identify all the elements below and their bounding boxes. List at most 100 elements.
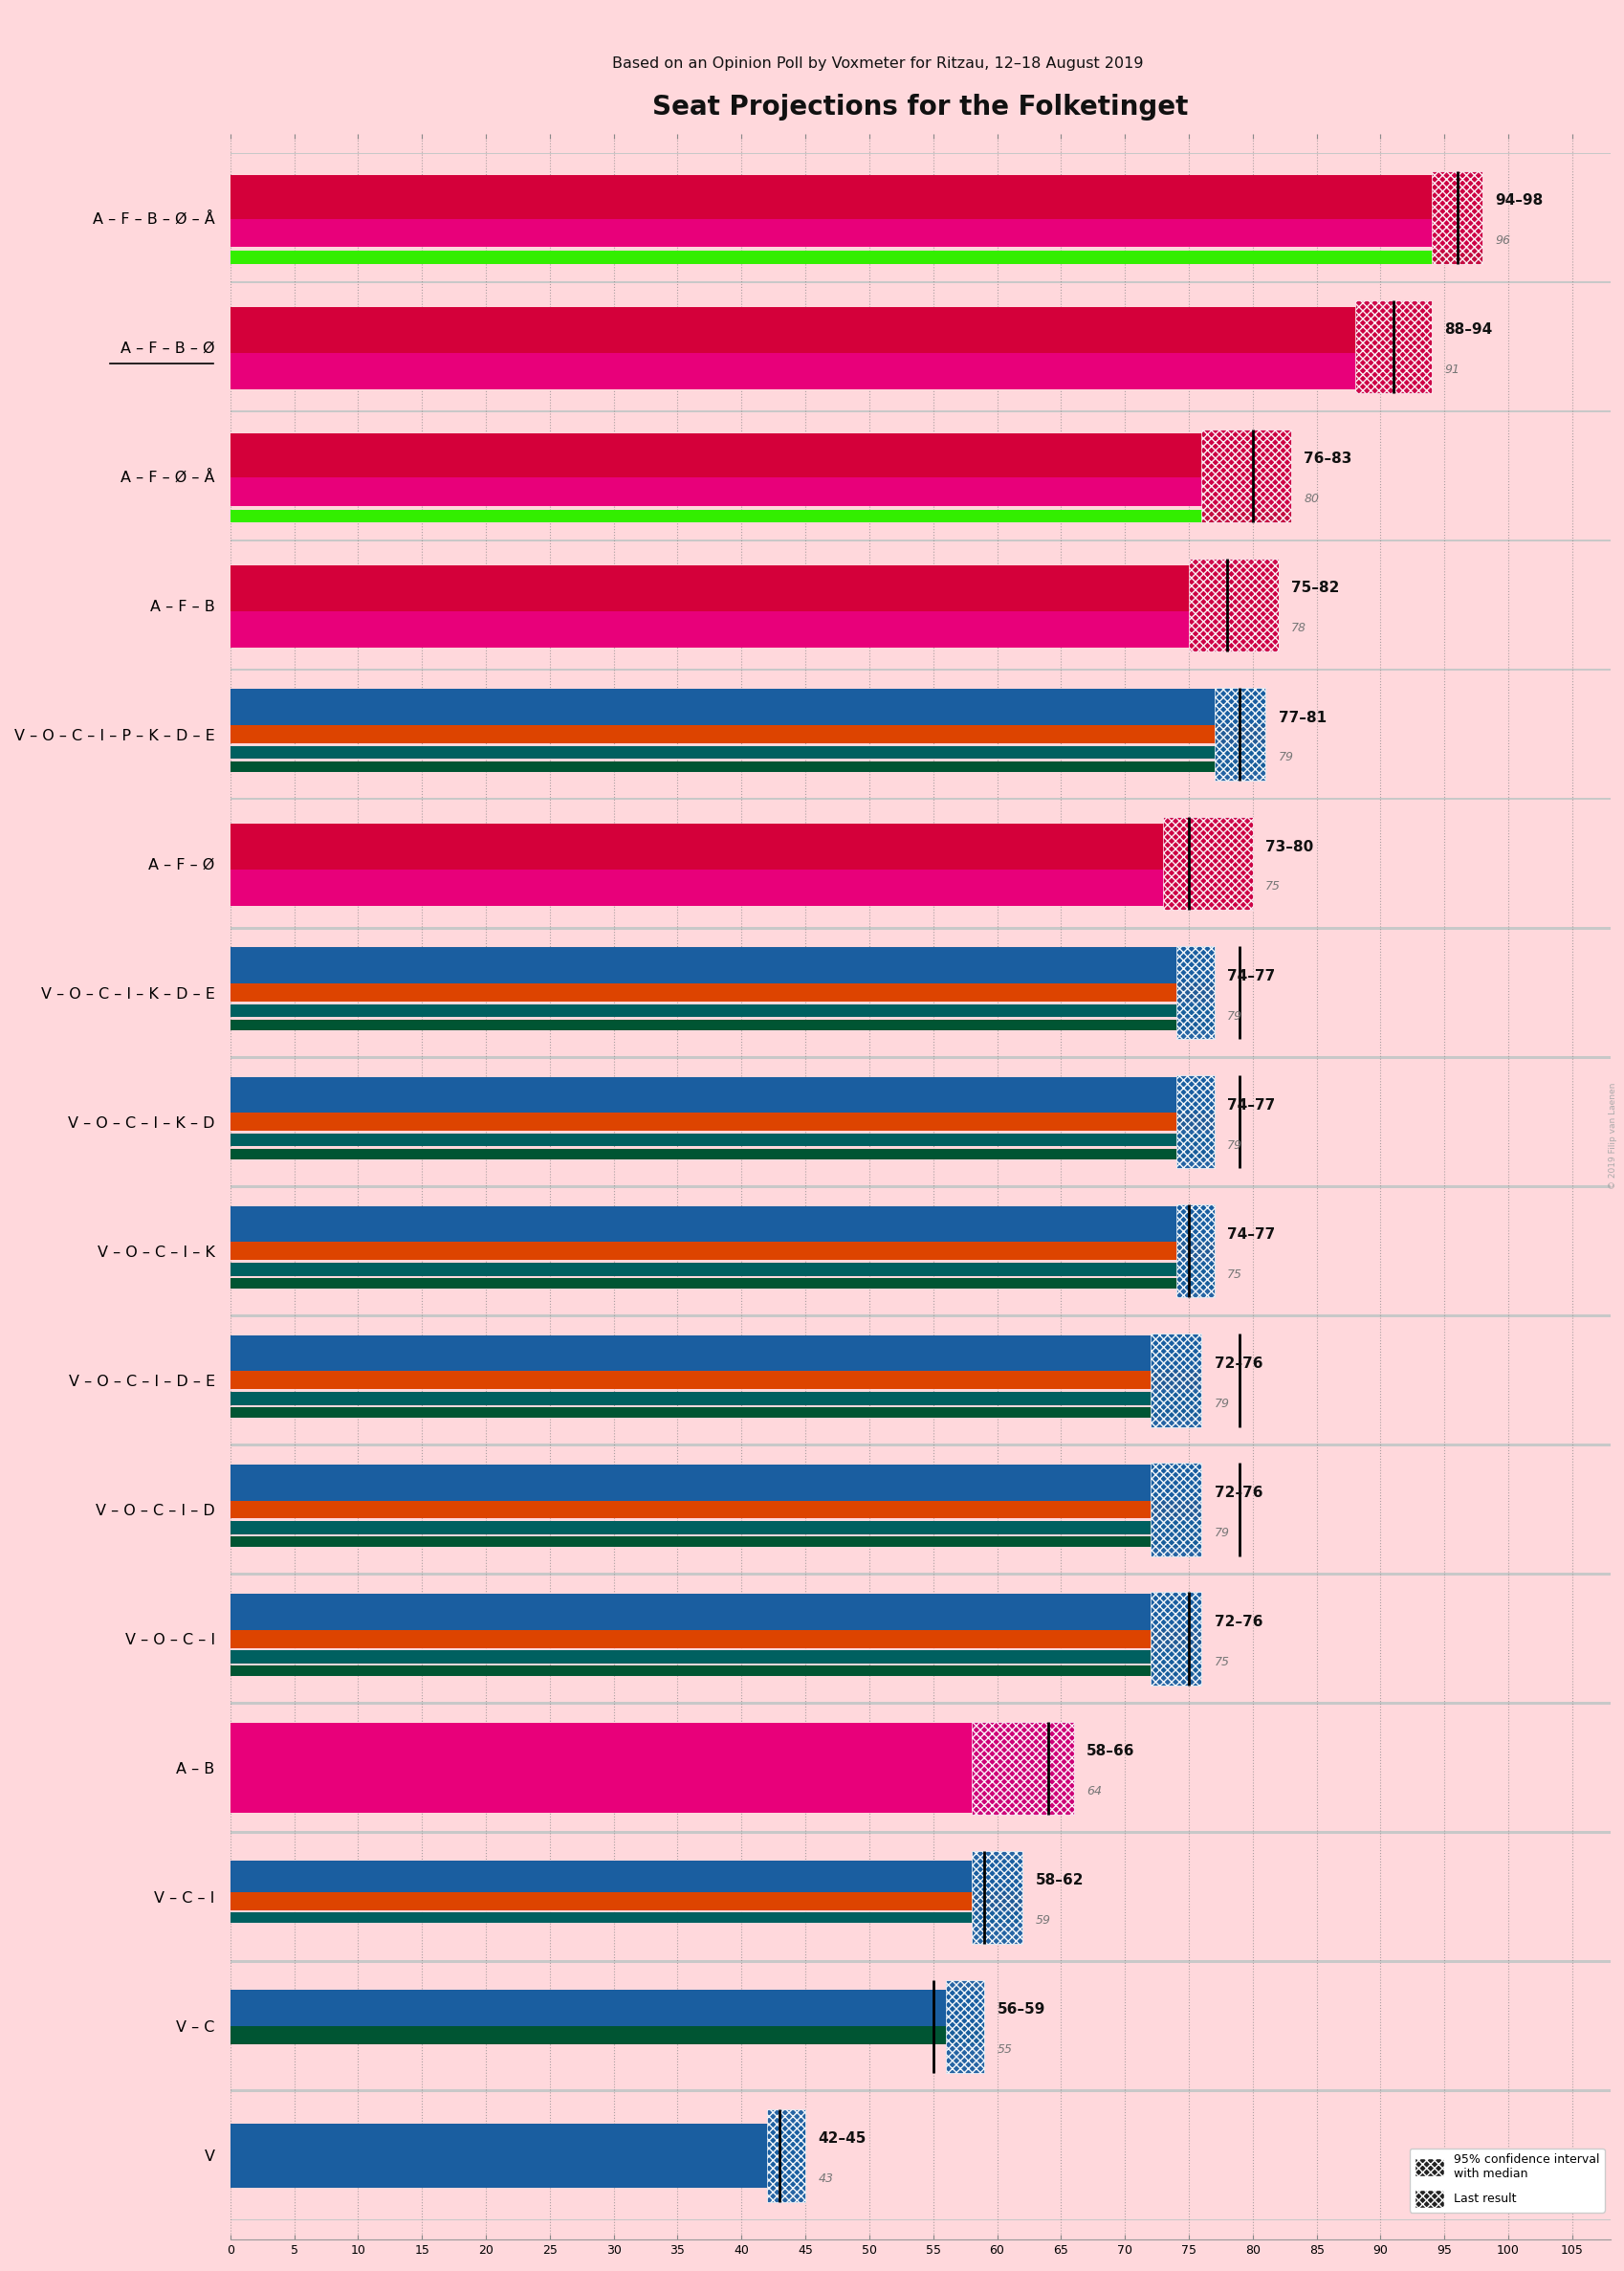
- Bar: [231, 1912, 1021, 1924]
- Bar: [231, 688, 1265, 724]
- Text: © 2019 Filip van Laenen: © 2019 Filip van Laenen: [1608, 1083, 1616, 1188]
- Bar: [231, 477, 1291, 506]
- Bar: [231, 1408, 1200, 1417]
- Text: 79: 79: [1213, 1526, 1229, 1540]
- Bar: [231, 2123, 806, 2187]
- Bar: [231, 1315, 1624, 1444]
- Text: 55: 55: [997, 2044, 1012, 2055]
- Bar: [231, 543, 1624, 668]
- Bar: [231, 540, 1624, 670]
- FancyBboxPatch shape: [767, 2110, 806, 2203]
- Legend: 95% confidence interval
with median, Last result: 95% confidence interval with median, Las…: [1410, 2148, 1603, 2212]
- FancyBboxPatch shape: [1150, 1463, 1200, 1556]
- Bar: [231, 282, 1624, 411]
- Bar: [231, 1447, 1624, 1574]
- Bar: [231, 1860, 1021, 1896]
- FancyBboxPatch shape: [1163, 818, 1252, 911]
- Text: 96: 96: [1494, 234, 1510, 248]
- Bar: [231, 1004, 1213, 1017]
- Bar: [231, 1537, 1200, 1547]
- Bar: [231, 1392, 1200, 1406]
- Text: 43: 43: [818, 2173, 833, 2185]
- Bar: [231, 1020, 1213, 1031]
- Bar: [231, 1076, 1213, 1113]
- FancyBboxPatch shape: [971, 1851, 1021, 1944]
- Bar: [231, 413, 1624, 538]
- Bar: [231, 1263, 1213, 1276]
- Bar: [231, 2092, 1624, 2219]
- Bar: [231, 745, 1265, 759]
- Text: 79: 79: [1278, 752, 1293, 763]
- FancyBboxPatch shape: [1176, 947, 1213, 1040]
- Bar: [231, 1444, 1624, 1574]
- Bar: [231, 1149, 1213, 1160]
- Bar: [231, 1279, 1213, 1288]
- Text: 77–81: 77–81: [1278, 711, 1325, 724]
- Bar: [231, 2092, 1624, 2221]
- FancyBboxPatch shape: [945, 1980, 984, 2073]
- Text: 72–76: 72–76: [1213, 1615, 1262, 1628]
- Bar: [231, 824, 1252, 877]
- Text: 58–62: 58–62: [1034, 1874, 1083, 1887]
- Bar: [231, 611, 1278, 647]
- Bar: [231, 154, 1624, 282]
- Bar: [231, 1724, 1073, 1812]
- Bar: [231, 799, 1624, 929]
- Text: 91: 91: [1444, 363, 1458, 377]
- Text: 80: 80: [1302, 493, 1319, 506]
- Bar: [231, 284, 1624, 411]
- Text: 79: 79: [1213, 1397, 1229, 1410]
- FancyBboxPatch shape: [1431, 170, 1483, 263]
- Bar: [231, 929, 1624, 1056]
- Text: 72–76: 72–76: [1213, 1485, 1262, 1499]
- Bar: [231, 252, 1483, 263]
- Bar: [231, 1631, 1200, 1649]
- Text: 56–59: 56–59: [997, 2003, 1044, 2017]
- Bar: [231, 1703, 1624, 1833]
- Title: Seat Projections for the Folketinget: Seat Projections for the Folketinget: [653, 93, 1187, 120]
- Bar: [231, 1058, 1624, 1185]
- Bar: [231, 509, 1291, 522]
- Text: 75: 75: [1213, 1656, 1229, 1669]
- Bar: [231, 1833, 1624, 1962]
- Bar: [231, 1465, 1200, 1501]
- FancyBboxPatch shape: [1150, 1592, 1200, 1685]
- Bar: [231, 1522, 1200, 1535]
- Text: 78: 78: [1291, 622, 1306, 634]
- Bar: [231, 1962, 1624, 2089]
- Bar: [231, 152, 1624, 282]
- Bar: [231, 1594, 1200, 1631]
- Text: 59: 59: [1034, 1914, 1051, 1926]
- Bar: [231, 1188, 1624, 1315]
- Bar: [231, 1206, 1213, 1242]
- Bar: [231, 1335, 1200, 1372]
- Text: 88–94: 88–94: [1444, 322, 1491, 336]
- Bar: [231, 2026, 984, 2044]
- Bar: [231, 1242, 1213, 1260]
- Text: Based on an Opinion Poll by Voxmeter for Ritzau, 12–18 August 2019: Based on an Opinion Poll by Voxmeter for…: [612, 57, 1142, 70]
- Text: 74–77: 74–77: [1226, 970, 1275, 983]
- Bar: [231, 929, 1624, 1058]
- Bar: [231, 1667, 1200, 1676]
- Bar: [231, 1113, 1213, 1131]
- Text: 74–77: 74–77: [1226, 1226, 1275, 1242]
- Bar: [231, 1576, 1624, 1701]
- Bar: [231, 1133, 1213, 1147]
- Bar: [231, 1892, 1021, 1910]
- FancyBboxPatch shape: [1200, 429, 1291, 522]
- Bar: [231, 1835, 1624, 1960]
- Bar: [231, 1372, 1200, 1390]
- Bar: [231, 1706, 1624, 1830]
- Text: 75: 75: [1226, 1267, 1242, 1281]
- Text: 76–83: 76–83: [1302, 452, 1351, 466]
- Text: 58–66: 58–66: [1086, 1744, 1134, 1758]
- Bar: [231, 670, 1624, 797]
- FancyBboxPatch shape: [1354, 300, 1431, 393]
- Bar: [231, 1574, 1624, 1703]
- Text: 72–76: 72–76: [1213, 1356, 1262, 1372]
- Text: 79: 79: [1226, 1140, 1242, 1151]
- Bar: [231, 799, 1624, 927]
- Text: 64: 64: [1086, 1785, 1101, 1796]
- Bar: [231, 947, 1213, 983]
- Text: 74–77: 74–77: [1226, 1097, 1275, 1113]
